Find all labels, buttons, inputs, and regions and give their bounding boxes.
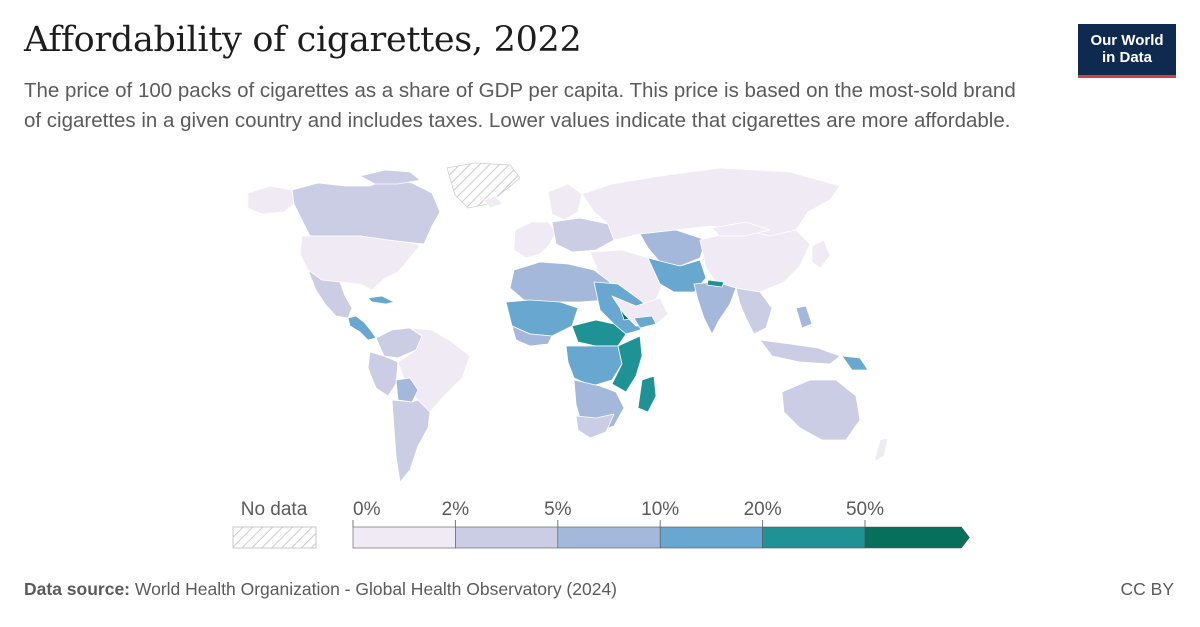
- region-arctic-islands[interactable]: [359, 169, 421, 185]
- region-central-asia[interactable]: [639, 229, 707, 267]
- legend-tick-label: 5%: [544, 499, 572, 520]
- chart-title: Affordability of cigarettes, 2022: [24, 20, 582, 60]
- region-central-africa[interactable]: [571, 319, 627, 347]
- logo-line-2: in Data: [1101, 49, 1152, 66]
- region-caribbean[interactable]: [367, 295, 395, 305]
- legend-no-data-swatch[interactable]: [232, 526, 317, 549]
- region-australia[interactable]: [781, 379, 861, 441]
- region-central-america[interactable]: [347, 315, 377, 341]
- legend-tick-label: 10%: [641, 499, 679, 520]
- chart-subtitle: The price of 100 packs of cigarettes as …: [24, 79, 1016, 132]
- legend-tick-label: 0%: [353, 499, 381, 520]
- region-congo[interactable]: [565, 345, 623, 387]
- legend-bin-5[interactable]: [762, 526, 866, 549]
- world-map[interactable]: [0, 160, 1200, 490]
- region-alaska[interactable]: [247, 185, 295, 215]
- region-philippines[interactable]: [795, 305, 813, 329]
- legend-no-data-label: No data: [241, 499, 308, 520]
- region-mongolia[interactable]: [711, 221, 771, 237]
- region-russia[interactable]: [581, 167, 841, 241]
- region-east-africa[interactable]: [611, 335, 643, 393]
- region-india[interactable]: [693, 281, 737, 335]
- license[interactable]: CC BY: [1120, 579, 1174, 599]
- region-gulf-of-guinea[interactable]: [511, 325, 553, 347]
- region-mexico[interactable]: [307, 269, 353, 319]
- legend-bin-1[interactable]: [352, 526, 456, 549]
- map-legend: No data 0% 2% 5% 10% 20% 50%: [232, 499, 970, 549]
- region-new-zealand[interactable]: [873, 437, 889, 463]
- region-japan[interactable]: [811, 239, 831, 269]
- region-south-africa[interactable]: [575, 413, 615, 439]
- region-scandinavia[interactable]: [547, 183, 583, 221]
- region-southern-cone[interactable]: [391, 399, 431, 483]
- region-arabia[interactable]: [611, 295, 669, 327]
- region-southeast-asia[interactable]: [735, 287, 773, 335]
- legend-tick-label: 20%: [744, 499, 782, 520]
- legend-bin-4[interactable]: [659, 526, 763, 549]
- region-papua-new-guinea[interactable]: [841, 355, 869, 371]
- logo-line-1: Our World: [1090, 32, 1164, 49]
- legend-bin-6[interactable]: [864, 526, 970, 549]
- region-iceland[interactable]: [483, 195, 503, 209]
- region-western-europe[interactable]: [513, 221, 557, 259]
- legend-tick-label: 50%: [846, 499, 884, 520]
- legend-ticks: 0% 2% 5% 10% 20% 50%: [352, 499, 884, 527]
- legend-bin-2[interactable]: [455, 526, 559, 549]
- region-madagascar[interactable]: [637, 375, 657, 413]
- legend-tick-label: 2%: [442, 499, 470, 520]
- region-eastern-europe[interactable]: [551, 217, 615, 253]
- data-source-text[interactable]: World Health Organization - Global Healt…: [134, 579, 618, 599]
- region-greenland[interactable]: [446, 162, 521, 209]
- region-canada[interactable]: [291, 177, 441, 245]
- region-yemen[interactable]: [633, 315, 657, 329]
- region-indonesia[interactable]: [759, 339, 841, 365]
- region-peru[interactable]: [367, 351, 399, 397]
- legend-bin-3[interactable]: [557, 526, 661, 549]
- region-nepal[interactable]: [706, 279, 725, 288]
- data-source: Data source: World Health Organization -…: [24, 579, 617, 600]
- region-bolivia[interactable]: [395, 377, 419, 403]
- region-china[interactable]: [699, 229, 811, 293]
- owid-logo[interactable]: Our World in Data: [1078, 24, 1176, 78]
- legend-bins: [352, 526, 970, 549]
- data-source-label: Data source:: [24, 579, 131, 599]
